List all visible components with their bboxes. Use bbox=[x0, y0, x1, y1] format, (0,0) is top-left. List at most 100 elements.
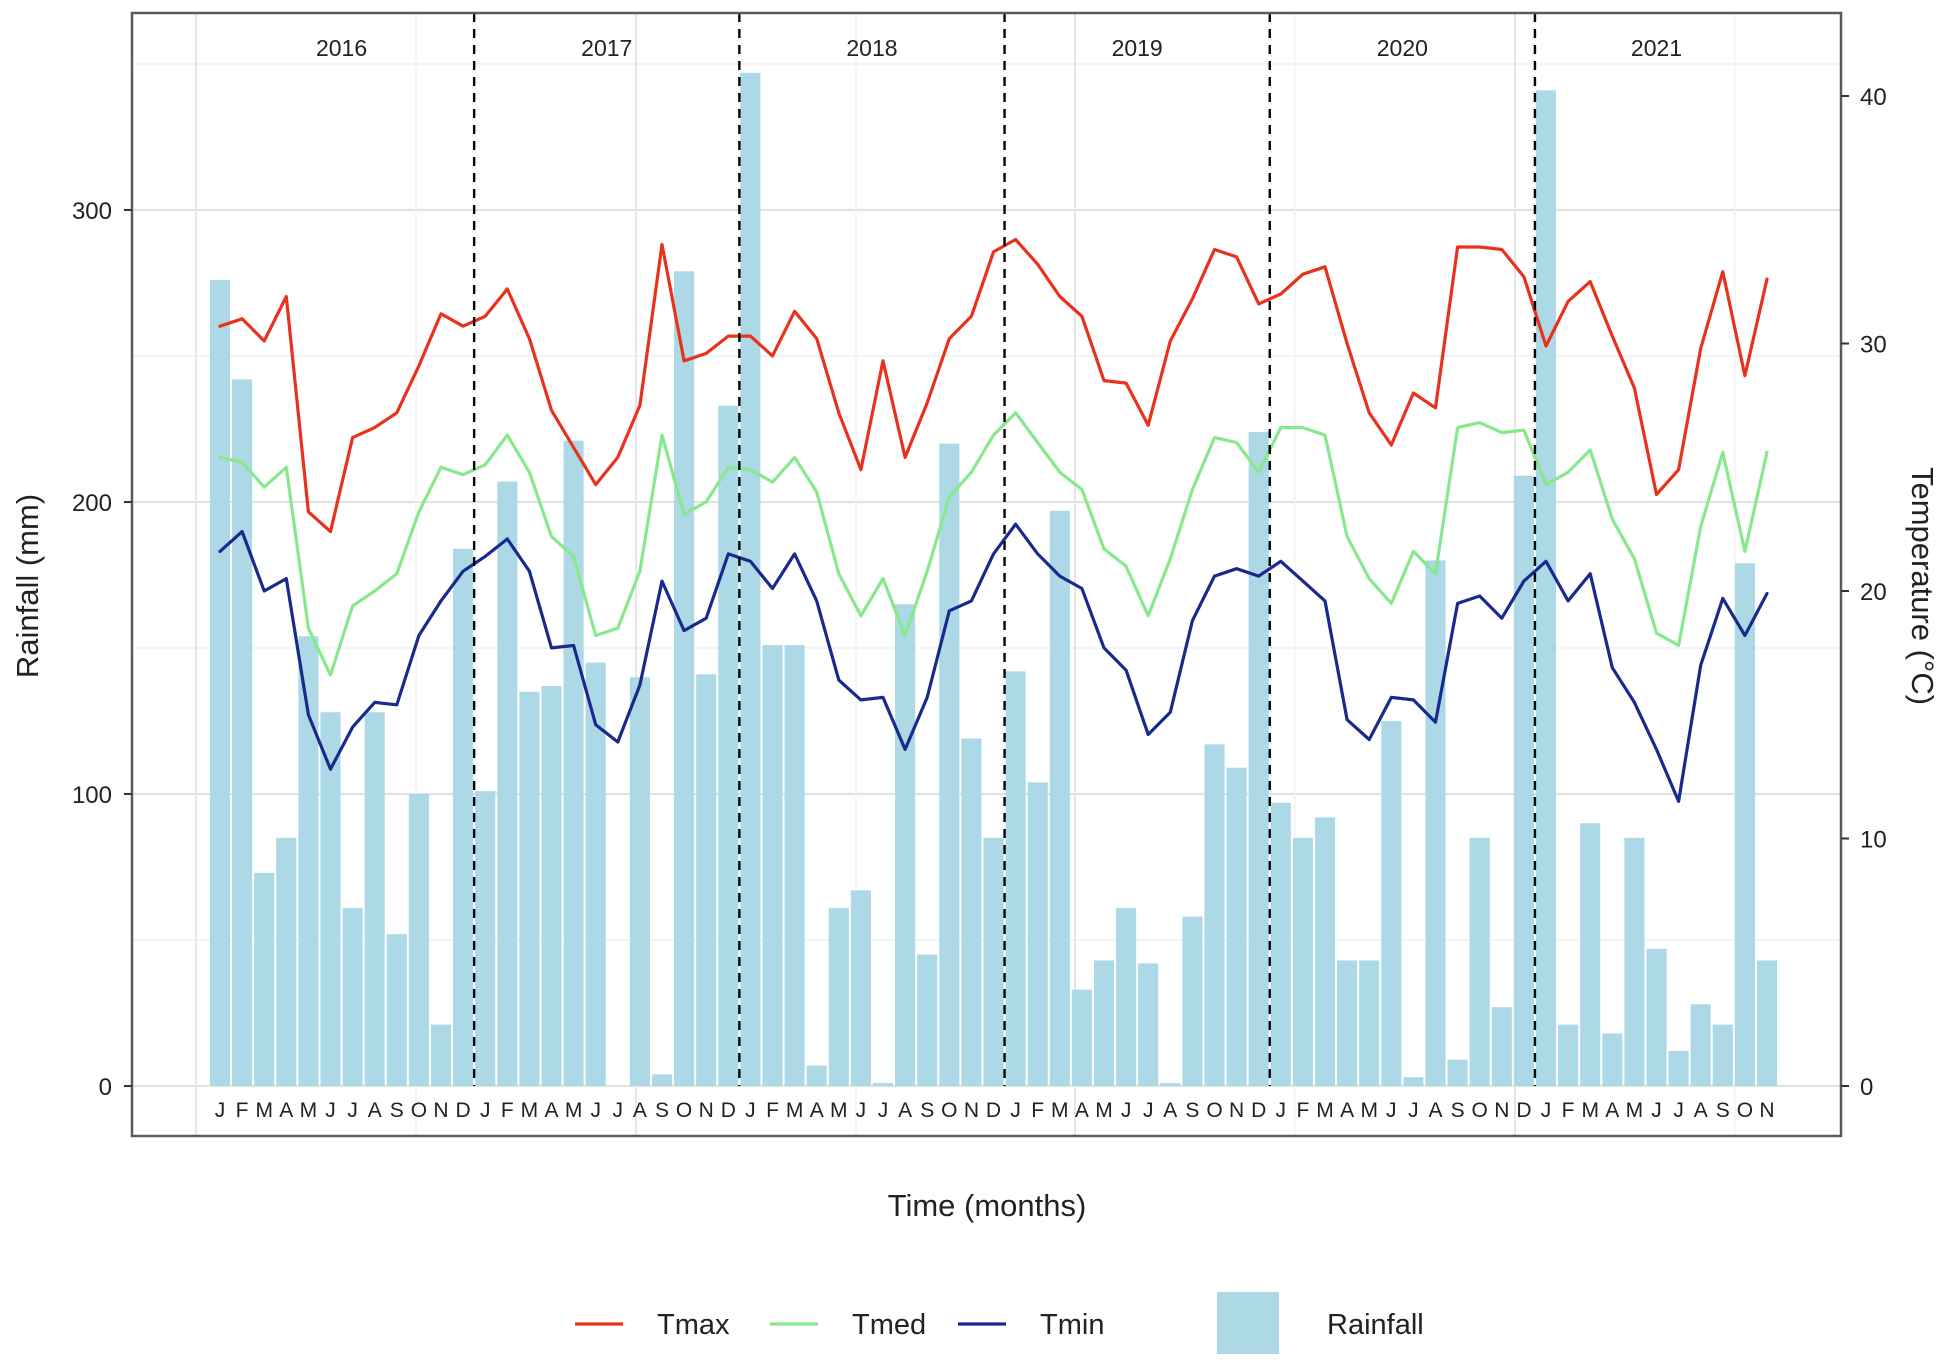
rainfall-bar bbox=[1734, 563, 1755, 1086]
rainfall-bar bbox=[740, 72, 761, 1086]
month-tick-label: S bbox=[920, 1099, 934, 1122]
month-tick-label: J bbox=[215, 1099, 226, 1122]
rainfall-bar bbox=[651, 1074, 673, 1086]
month-tick-label: J bbox=[613, 1099, 624, 1122]
year-label: 2016 bbox=[316, 35, 367, 61]
month-tick-label: J bbox=[1673, 1099, 1684, 1122]
month-tick-label: F bbox=[1296, 1099, 1309, 1122]
rainfall-bar bbox=[1005, 671, 1026, 1086]
rainfall-bar bbox=[1138, 963, 1159, 1086]
rainfall-bar bbox=[1491, 1007, 1512, 1086]
month-tick-label: J bbox=[1408, 1099, 1419, 1122]
rainfall-bar bbox=[1270, 802, 1291, 1086]
plot-border bbox=[130, 11, 1843, 1138]
rainfall-bar bbox=[696, 674, 717, 1086]
month-tick-label: J bbox=[1010, 1099, 1021, 1122]
rainfall-bar bbox=[806, 1065, 827, 1086]
rainfall-bar bbox=[563, 440, 584, 1086]
legend-label-tmax: Tmax bbox=[657, 1309, 730, 1341]
month-tick-label: A bbox=[1694, 1099, 1708, 1122]
rainfall-bar bbox=[1204, 744, 1225, 1086]
month-tick-label: F bbox=[1562, 1099, 1575, 1122]
rainfall-bar bbox=[674, 271, 695, 1086]
x-axis-title: Time (months) bbox=[888, 1188, 1087, 1223]
rainfall-bar bbox=[430, 1024, 452, 1086]
rainfall-bar bbox=[1049, 510, 1070, 1086]
month-tick-label: J bbox=[1276, 1099, 1287, 1122]
month-tick-label: J bbox=[1541, 1099, 1552, 1122]
month-tick-label: F bbox=[766, 1099, 779, 1122]
rainfall-bar bbox=[1712, 1024, 1733, 1086]
month-tick-label: D bbox=[986, 1099, 1001, 1122]
month-tick-label: O bbox=[411, 1099, 427, 1122]
series-line-tmin bbox=[218, 522, 1769, 804]
month-tick-label: S bbox=[655, 1099, 669, 1122]
month-tick-label: F bbox=[501, 1099, 514, 1122]
month-tick-label: A bbox=[1605, 1099, 1619, 1122]
right-axis-title: Temperature (°C) bbox=[1905, 467, 1940, 705]
month-tick-label: A bbox=[544, 1099, 558, 1122]
month-tick-label: N bbox=[1759, 1099, 1774, 1122]
month-tick-label: A bbox=[1340, 1099, 1354, 1122]
rainfall-bars bbox=[209, 72, 1778, 1087]
month-tick-label: J bbox=[1651, 1099, 1662, 1122]
rainfall-bar bbox=[1182, 916, 1203, 1086]
rainfall-bar bbox=[585, 662, 606, 1086]
month-tick-label: N bbox=[699, 1099, 714, 1122]
legend-label-rainfall: Rainfall bbox=[1327, 1309, 1424, 1341]
rainfall-bar bbox=[718, 405, 739, 1086]
rainfall-bar bbox=[983, 837, 1004, 1086]
year-labels: 2016 2017 2018 2019 2020 2021 bbox=[316, 35, 1682, 61]
left-tick-label: 100 bbox=[72, 782, 112, 809]
month-tick-label: M bbox=[830, 1099, 848, 1122]
rainfall-bar bbox=[232, 379, 253, 1086]
month-tick-label: M bbox=[521, 1099, 539, 1122]
rainfall-bar bbox=[784, 645, 805, 1086]
month-tick-label: O bbox=[941, 1099, 957, 1122]
rainfall-bar bbox=[408, 794, 429, 1086]
year-label: 2020 bbox=[1377, 35, 1428, 61]
rainfall-bar bbox=[519, 691, 540, 1086]
month-tick-label: J bbox=[325, 1099, 336, 1122]
rainfall-bar bbox=[1646, 948, 1667, 1086]
month-tick-label: A bbox=[1075, 1099, 1089, 1122]
right-axis-title-unit: °C) bbox=[1905, 660, 1940, 705]
month-tick-label: M bbox=[1360, 1099, 1378, 1122]
month-tick-label: S bbox=[1716, 1099, 1730, 1122]
month-tick-label: M bbox=[565, 1099, 583, 1122]
left-tick-label: 200 bbox=[72, 490, 112, 517]
month-tick-label: N bbox=[433, 1099, 448, 1122]
rainfall-bar bbox=[1292, 837, 1313, 1086]
left-tick-label: 300 bbox=[72, 198, 112, 225]
month-tick-label: S bbox=[1451, 1099, 1465, 1122]
rainfall-bar bbox=[1447, 1059, 1468, 1086]
rainfall-bar bbox=[298, 636, 319, 1086]
month-tick-label: A bbox=[633, 1099, 647, 1122]
month-tick-label: D bbox=[456, 1099, 471, 1122]
month-tick-label: M bbox=[1626, 1099, 1644, 1122]
right-tick-label: 0 bbox=[1860, 1074, 1873, 1101]
rainfall-bar bbox=[1314, 817, 1336, 1086]
month-tick-label: A bbox=[279, 1099, 293, 1122]
right-tick-label: 40 bbox=[1860, 84, 1887, 111]
month-tick-label: A bbox=[368, 1099, 382, 1122]
rainfall-bar bbox=[453, 548, 474, 1086]
year-label: 2017 bbox=[581, 35, 632, 61]
month-tick-label: A bbox=[810, 1099, 824, 1122]
year-label: 2018 bbox=[846, 35, 897, 61]
month-tick-label: M bbox=[1095, 1099, 1113, 1122]
month-tick-label: D bbox=[1516, 1099, 1531, 1122]
rainfall-bar bbox=[342, 907, 363, 1086]
month-tick-label: O bbox=[676, 1099, 692, 1122]
right-tick-label: 30 bbox=[1860, 332, 1887, 359]
legend-label-tmed: Tmed bbox=[852, 1309, 926, 1341]
right-tick-label: 10 bbox=[1860, 827, 1887, 854]
rainfall-bar bbox=[209, 280, 231, 1087]
rainfall-bar bbox=[1558, 1024, 1579, 1086]
rainfall-bar bbox=[961, 738, 982, 1086]
month-tick-label: O bbox=[1206, 1099, 1222, 1122]
rainfall-bar bbox=[1248, 431, 1269, 1086]
month-tick-label: J bbox=[1143, 1099, 1154, 1122]
